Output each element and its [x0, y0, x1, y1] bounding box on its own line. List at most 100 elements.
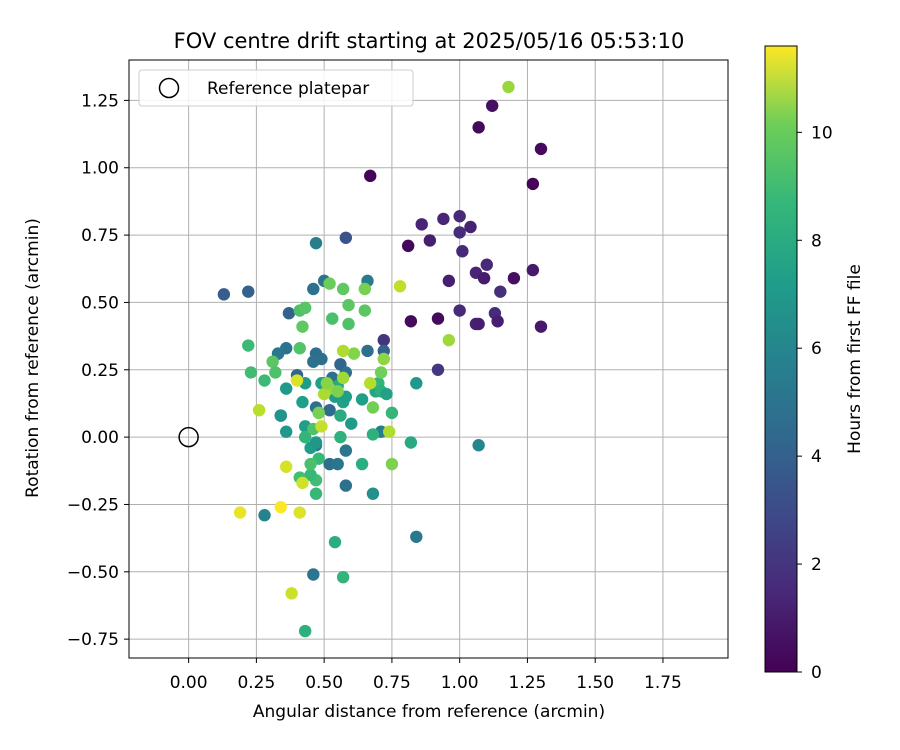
data-point: [415, 218, 428, 231]
data-point: [364, 377, 377, 390]
data-point: [339, 479, 353, 492]
data-point: [274, 409, 287, 422]
plot-frame: [128, 59, 729, 659]
data-point: [374, 366, 388, 379]
data-point: [502, 80, 515, 94]
data-point: [377, 352, 390, 366]
colorbar-tick-label: 2: [811, 555, 822, 575]
data-point: [334, 430, 347, 444]
data-point: [472, 317, 485, 331]
colorbar-ticks: 0 2 4 6 8 10: [797, 123, 833, 683]
x-tick-label: 0.75: [373, 673, 411, 693]
data-point: [280, 425, 293, 438]
x-tick-label: 0.50: [305, 673, 343, 693]
data-point: [453, 226, 466, 239]
data-point: [336, 570, 350, 584]
data-point: [364, 169, 377, 183]
data-point: [339, 444, 353, 457]
data-point: [366, 428, 380, 441]
data-point: [336, 282, 350, 296]
data-point: [453, 210, 466, 223]
data-point: [217, 288, 231, 301]
data-point: [358, 304, 372, 317]
colorbar-tick-label: 8: [811, 231, 822, 251]
x-tick-label: 0.25: [237, 673, 275, 693]
data-point: [355, 393, 369, 406]
reference-platepar-marker: [178, 426, 199, 448]
data-point: [526, 177, 540, 191]
data-point: [331, 457, 344, 471]
x-tick-label: 1.75: [644, 673, 682, 693]
data-point: [385, 457, 399, 471]
y-tick-label: −0.75: [67, 630, 119, 650]
legend-box: [138, 69, 414, 107]
data-point: [480, 258, 493, 271]
data-point: [442, 333, 456, 347]
data-point: [385, 406, 399, 420]
data-point: [280, 382, 293, 395]
data-point: [464, 220, 477, 234]
data-point: [507, 271, 521, 285]
data-point: [307, 282, 320, 296]
data-point: [377, 333, 390, 347]
data-point: [334, 409, 347, 422]
data-point: [309, 436, 323, 449]
data-point: [320, 377, 334, 390]
data-point: [401, 239, 415, 253]
data-point: [485, 99, 499, 112]
x-tick-labels: 0.00 0.25 0.50 0.75 1.00 1.25 1.50 1.75: [170, 658, 682, 693]
data-point: [266, 355, 279, 368]
data-point: [336, 371, 350, 385]
data-point: [491, 315, 504, 328]
x-tick-label: 1.00: [441, 673, 479, 693]
data-point: [339, 231, 353, 244]
colorbar-tick-label: 10: [811, 123, 833, 143]
data-point: [326, 312, 339, 325]
data-point: [423, 234, 437, 247]
data-point: [242, 339, 255, 352]
x-tick-label: 1.50: [576, 673, 614, 693]
colorbar-tick-label: 4: [811, 447, 822, 467]
data-point: [282, 307, 296, 320]
data-point: [307, 568, 320, 581]
data-point: [298, 301, 312, 315]
data-point: [366, 401, 380, 414]
data-point: [361, 344, 374, 358]
data-point: [382, 425, 396, 438]
data-point: [472, 438, 485, 452]
data-point: [342, 298, 355, 312]
data-point: [431, 363, 445, 376]
data-point: [336, 344, 350, 358]
data-point: [312, 406, 325, 420]
data-point: [456, 245, 469, 258]
x-axis-label: Angular distance from reference (arcmin): [253, 702, 605, 722]
data-point: [309, 236, 323, 250]
data-point: [315, 352, 328, 366]
data-point: [298, 624, 312, 638]
colorbar: 0 2 4 6 8 10 Hours from first FF file: [764, 45, 865, 683]
data-point: [274, 500, 287, 514]
chart-title: FOV centre drift starting at 2025/05/16 …: [174, 29, 685, 53]
data-point: [290, 374, 304, 387]
data-point: [242, 285, 255, 298]
data-point: [296, 320, 309, 333]
data-point: [298, 430, 312, 444]
data-point: [280, 460, 293, 473]
colorbar-tick-label: 0: [811, 663, 822, 683]
data-point: [296, 395, 309, 409]
data-point: [355, 457, 369, 471]
grid: [129, 60, 728, 658]
y-tick-label: 0.00: [81, 428, 119, 448]
data-point: [442, 274, 456, 288]
data-point: [244, 366, 258, 379]
legend: Reference platepar: [138, 69, 414, 107]
y-tick-label: 1.00: [81, 159, 119, 179]
data-point: [331, 385, 344, 398]
legend-label-reference: Reference platepar: [207, 79, 369, 99]
data-point: [342, 317, 355, 331]
y-tick-label: 0.50: [81, 293, 119, 313]
data-point: [526, 263, 540, 277]
data-point: [404, 315, 418, 328]
data-point: [269, 366, 282, 379]
data-point: [534, 320, 548, 333]
